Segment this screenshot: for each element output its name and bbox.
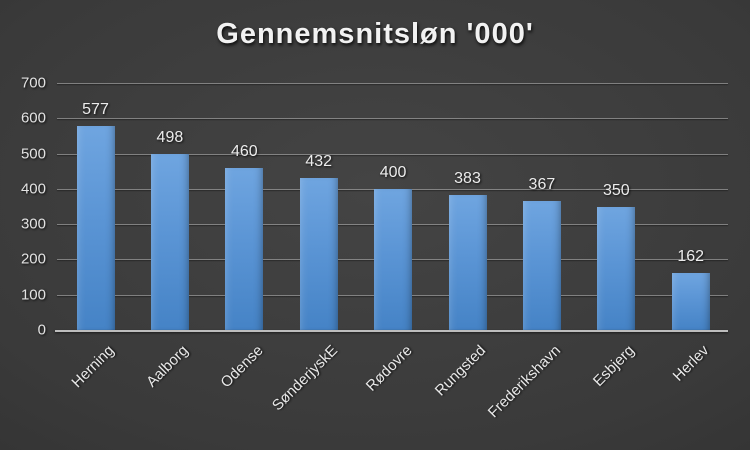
- bar-value-label: 432: [305, 152, 333, 170]
- category-label: Odense: [217, 342, 267, 392]
- category-label: Rødovre: [362, 342, 416, 395]
- y-tick-label: 700: [20, 74, 46, 92]
- bar-value-label: 400: [379, 163, 407, 181]
- chart-title: Gennemsnitsløn '000': [216, 18, 534, 50]
- y-tick-label: 500: [20, 145, 46, 163]
- bar: [597, 206, 636, 330]
- y-tick-label: 0: [37, 321, 46, 339]
- category-label: Rungsted: [432, 342, 490, 400]
- bar-value-label: 460: [230, 142, 258, 160]
- bar-value-label: 383: [454, 169, 481, 187]
- category-label: Aalborg: [143, 342, 192, 391]
- y-tick-label: 600: [20, 109, 46, 127]
- bar-value-label: 577: [82, 101, 109, 119]
- y-tick-label: 100: [20, 286, 46, 304]
- bar: [671, 272, 710, 330]
- y-tick-label: 300: [20, 215, 46, 233]
- bar-value-label: 367: [528, 175, 556, 193]
- gridline: [57, 118, 728, 120]
- bar: [225, 167, 264, 330]
- bar: [374, 188, 413, 330]
- bar: [150, 154, 189, 330]
- gridline: [57, 83, 728, 84]
- bar: [522, 200, 561, 330]
- bar: [299, 177, 338, 330]
- category-label: Frederikshavn: [484, 342, 564, 422]
- y-tick-label: 200: [20, 250, 46, 268]
- bar: [76, 126, 115, 330]
- y-tick-label: 400: [20, 180, 46, 198]
- category-label: Esbjerg: [590, 342, 639, 390]
- gridline: [57, 153, 728, 155]
- category-label: Herning: [68, 342, 118, 392]
- bar-value-label: 162: [677, 247, 705, 265]
- category-label: SønderjyskE: [268, 342, 341, 415]
- x-axis-line: [55, 330, 728, 332]
- bar-value-label: 498: [156, 129, 184, 147]
- bar: [448, 194, 487, 330]
- category-label: Herlev: [670, 342, 713, 385]
- bar-value-label: 350: [602, 181, 630, 199]
